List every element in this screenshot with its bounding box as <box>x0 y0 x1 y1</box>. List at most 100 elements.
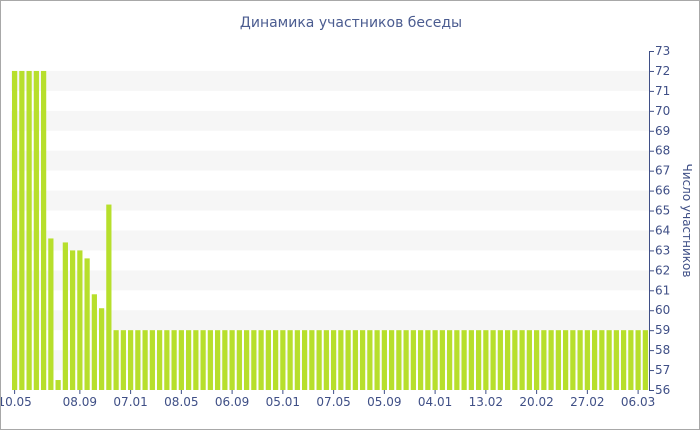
bar <box>360 330 366 390</box>
bar <box>280 330 286 390</box>
bar <box>77 250 83 390</box>
bar <box>273 330 279 390</box>
x-tick-label: 08.09 <box>63 395 97 409</box>
bar <box>497 330 503 390</box>
bar <box>302 330 308 390</box>
x-tick-label: 05.09 <box>367 395 401 409</box>
bar <box>483 330 489 390</box>
bar <box>584 330 590 390</box>
grid-band <box>11 230 649 251</box>
bar <box>207 330 213 390</box>
bar <box>468 330 474 390</box>
bar <box>613 330 619 390</box>
grid-band <box>11 310 649 331</box>
bar <box>418 330 424 390</box>
bar <box>331 330 337 390</box>
bar <box>461 330 467 390</box>
bar <box>142 330 148 390</box>
bar <box>106 204 112 390</box>
bar <box>70 250 76 390</box>
bar <box>171 330 177 390</box>
bar <box>236 330 242 390</box>
bar <box>555 330 561 390</box>
bar <box>164 330 170 390</box>
x-tick-label: 07.05 <box>316 395 350 409</box>
y-tick-label: 57 <box>655 363 670 377</box>
bar <box>606 330 612 390</box>
bar <box>193 330 199 390</box>
bar <box>570 330 576 390</box>
bars <box>12 70 648 391</box>
y-tick-label: 70 <box>655 104 670 118</box>
x-tick-label: 07.01 <box>113 395 147 409</box>
bar <box>396 330 402 390</box>
bar <box>432 330 438 390</box>
y-axis-label: Число участников <box>680 164 694 278</box>
x-tick-labels: 10.05 08.09 07.01 08.05 06.09 05.01 07.05 05.09… <box>1 395 655 409</box>
x-tick-label: 13.02 <box>469 395 503 409</box>
bar <box>26 70 32 391</box>
bar <box>12 70 18 391</box>
bar <box>33 70 39 391</box>
bar <box>621 330 627 390</box>
bar <box>316 330 322 390</box>
bar <box>287 330 293 390</box>
y-tick-label: 68 <box>655 144 670 158</box>
bar <box>55 380 61 390</box>
bar <box>120 330 126 390</box>
bar <box>178 330 184 390</box>
bar <box>410 330 416 390</box>
x-tick-label: 04.01 <box>418 395 452 409</box>
grid-band <box>11 350 649 371</box>
bar <box>642 330 648 390</box>
bar <box>476 330 482 390</box>
bar <box>490 330 496 390</box>
bar <box>19 70 25 391</box>
bar <box>635 330 641 390</box>
bar <box>338 330 344 390</box>
bar <box>113 330 119 390</box>
y-tick-label: 64 <box>655 223 670 237</box>
x-tick-label: 10.05 <box>1 395 32 409</box>
bar <box>149 330 155 390</box>
x-tick-label: 06.03 <box>621 395 655 409</box>
bar <box>563 330 569 390</box>
y-tick-labels: 56 57 58 59 60 61 62 63 64 65 66 67 68 69 70 71 72 73 <box>655 44 670 397</box>
grid-bands <box>11 70 649 371</box>
y-tick-label: 67 <box>655 164 670 178</box>
bar <box>534 330 540 390</box>
y-tick-label: 69 <box>655 124 670 138</box>
y-tick-label: 65 <box>655 204 670 218</box>
x-tick-label: 08.05 <box>164 395 198 409</box>
bar <box>99 308 105 390</box>
y-tick-label: 56 <box>655 383 670 397</box>
bar <box>128 330 134 390</box>
bar <box>91 294 97 390</box>
grid-band <box>11 110 649 131</box>
grid-band <box>11 270 649 291</box>
axes <box>14 51 654 394</box>
grid-band <box>11 190 649 211</box>
bar <box>352 330 358 390</box>
y-tick-label: 58 <box>655 343 670 357</box>
bar <box>294 330 300 390</box>
bar <box>200 330 206 390</box>
bar <box>505 330 511 390</box>
bar <box>41 70 47 391</box>
bar <box>454 330 460 390</box>
bar <box>592 330 598 390</box>
bar <box>374 330 380 390</box>
y-tick-label: 60 <box>655 303 670 317</box>
bar <box>367 330 373 390</box>
bar <box>244 330 250 390</box>
bar <box>222 330 228 390</box>
x-tick-label: 27.02 <box>570 395 604 409</box>
bar <box>628 330 634 390</box>
bar <box>186 330 192 390</box>
bar <box>403 330 409 390</box>
bar <box>447 330 453 390</box>
x-tick-label: 20.02 <box>519 395 553 409</box>
bar <box>258 330 264 390</box>
